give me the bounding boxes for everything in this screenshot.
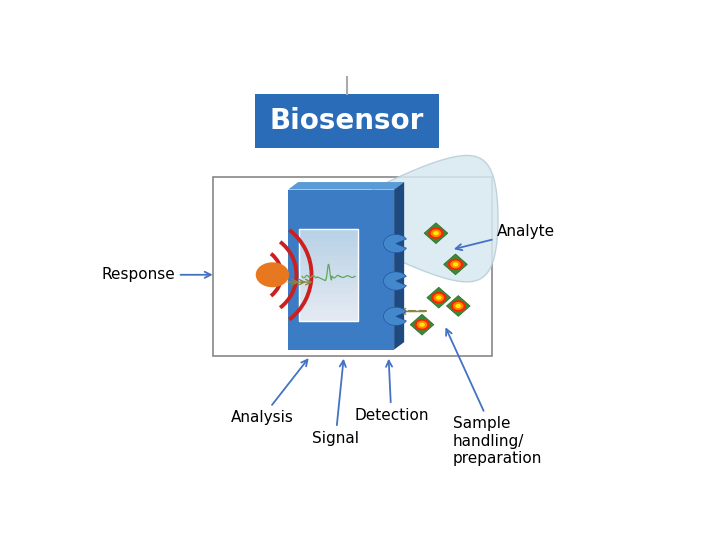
Polygon shape bbox=[288, 182, 404, 190]
Bar bbox=[300, 270, 358, 275]
Bar bbox=[300, 293, 358, 298]
Bar bbox=[213, 177, 492, 356]
Wedge shape bbox=[384, 234, 406, 253]
Circle shape bbox=[450, 260, 461, 268]
Polygon shape bbox=[446, 295, 470, 316]
Circle shape bbox=[456, 304, 461, 308]
Bar bbox=[300, 247, 358, 252]
Circle shape bbox=[451, 300, 466, 312]
Wedge shape bbox=[384, 272, 406, 290]
Bar bbox=[300, 315, 358, 321]
Circle shape bbox=[453, 302, 464, 310]
Circle shape bbox=[448, 259, 463, 270]
Bar bbox=[300, 288, 358, 293]
Bar bbox=[300, 229, 358, 321]
Polygon shape bbox=[288, 190, 394, 349]
Circle shape bbox=[431, 292, 446, 303]
Circle shape bbox=[256, 262, 289, 287]
Bar bbox=[300, 274, 358, 279]
Circle shape bbox=[431, 230, 441, 237]
Circle shape bbox=[453, 262, 459, 266]
Bar bbox=[300, 311, 358, 316]
Text: Analysis: Analysis bbox=[231, 360, 307, 425]
Bar bbox=[300, 265, 358, 270]
Bar bbox=[300, 297, 358, 302]
Bar bbox=[300, 279, 358, 284]
Text: Signal: Signal bbox=[312, 361, 359, 446]
Polygon shape bbox=[394, 182, 404, 349]
Circle shape bbox=[414, 319, 430, 330]
Text: Biosensor: Biosensor bbox=[269, 107, 424, 135]
Text: Detection: Detection bbox=[354, 361, 428, 423]
Bar bbox=[300, 229, 358, 321]
Circle shape bbox=[436, 295, 441, 300]
Bar bbox=[300, 256, 358, 261]
Text: Analyte: Analyte bbox=[456, 224, 555, 250]
Bar bbox=[300, 238, 358, 243]
Bar bbox=[300, 284, 358, 288]
Circle shape bbox=[419, 322, 425, 327]
Text: Response: Response bbox=[101, 267, 211, 282]
Wedge shape bbox=[384, 307, 406, 326]
Circle shape bbox=[417, 321, 427, 329]
Polygon shape bbox=[427, 287, 451, 308]
Polygon shape bbox=[424, 223, 448, 244]
Bar bbox=[300, 233, 358, 238]
Polygon shape bbox=[410, 314, 434, 335]
Circle shape bbox=[433, 294, 444, 302]
Circle shape bbox=[433, 231, 438, 235]
Circle shape bbox=[428, 227, 444, 239]
Bar bbox=[255, 94, 438, 148]
Bar bbox=[300, 252, 358, 256]
Bar bbox=[300, 228, 358, 234]
Bar bbox=[300, 261, 358, 266]
Polygon shape bbox=[343, 156, 498, 282]
Bar bbox=[300, 242, 358, 247]
Text: Sample
handling/
preparation: Sample handling/ preparation bbox=[446, 329, 542, 466]
Polygon shape bbox=[444, 254, 467, 275]
Bar bbox=[300, 306, 358, 312]
Bar bbox=[300, 302, 358, 307]
